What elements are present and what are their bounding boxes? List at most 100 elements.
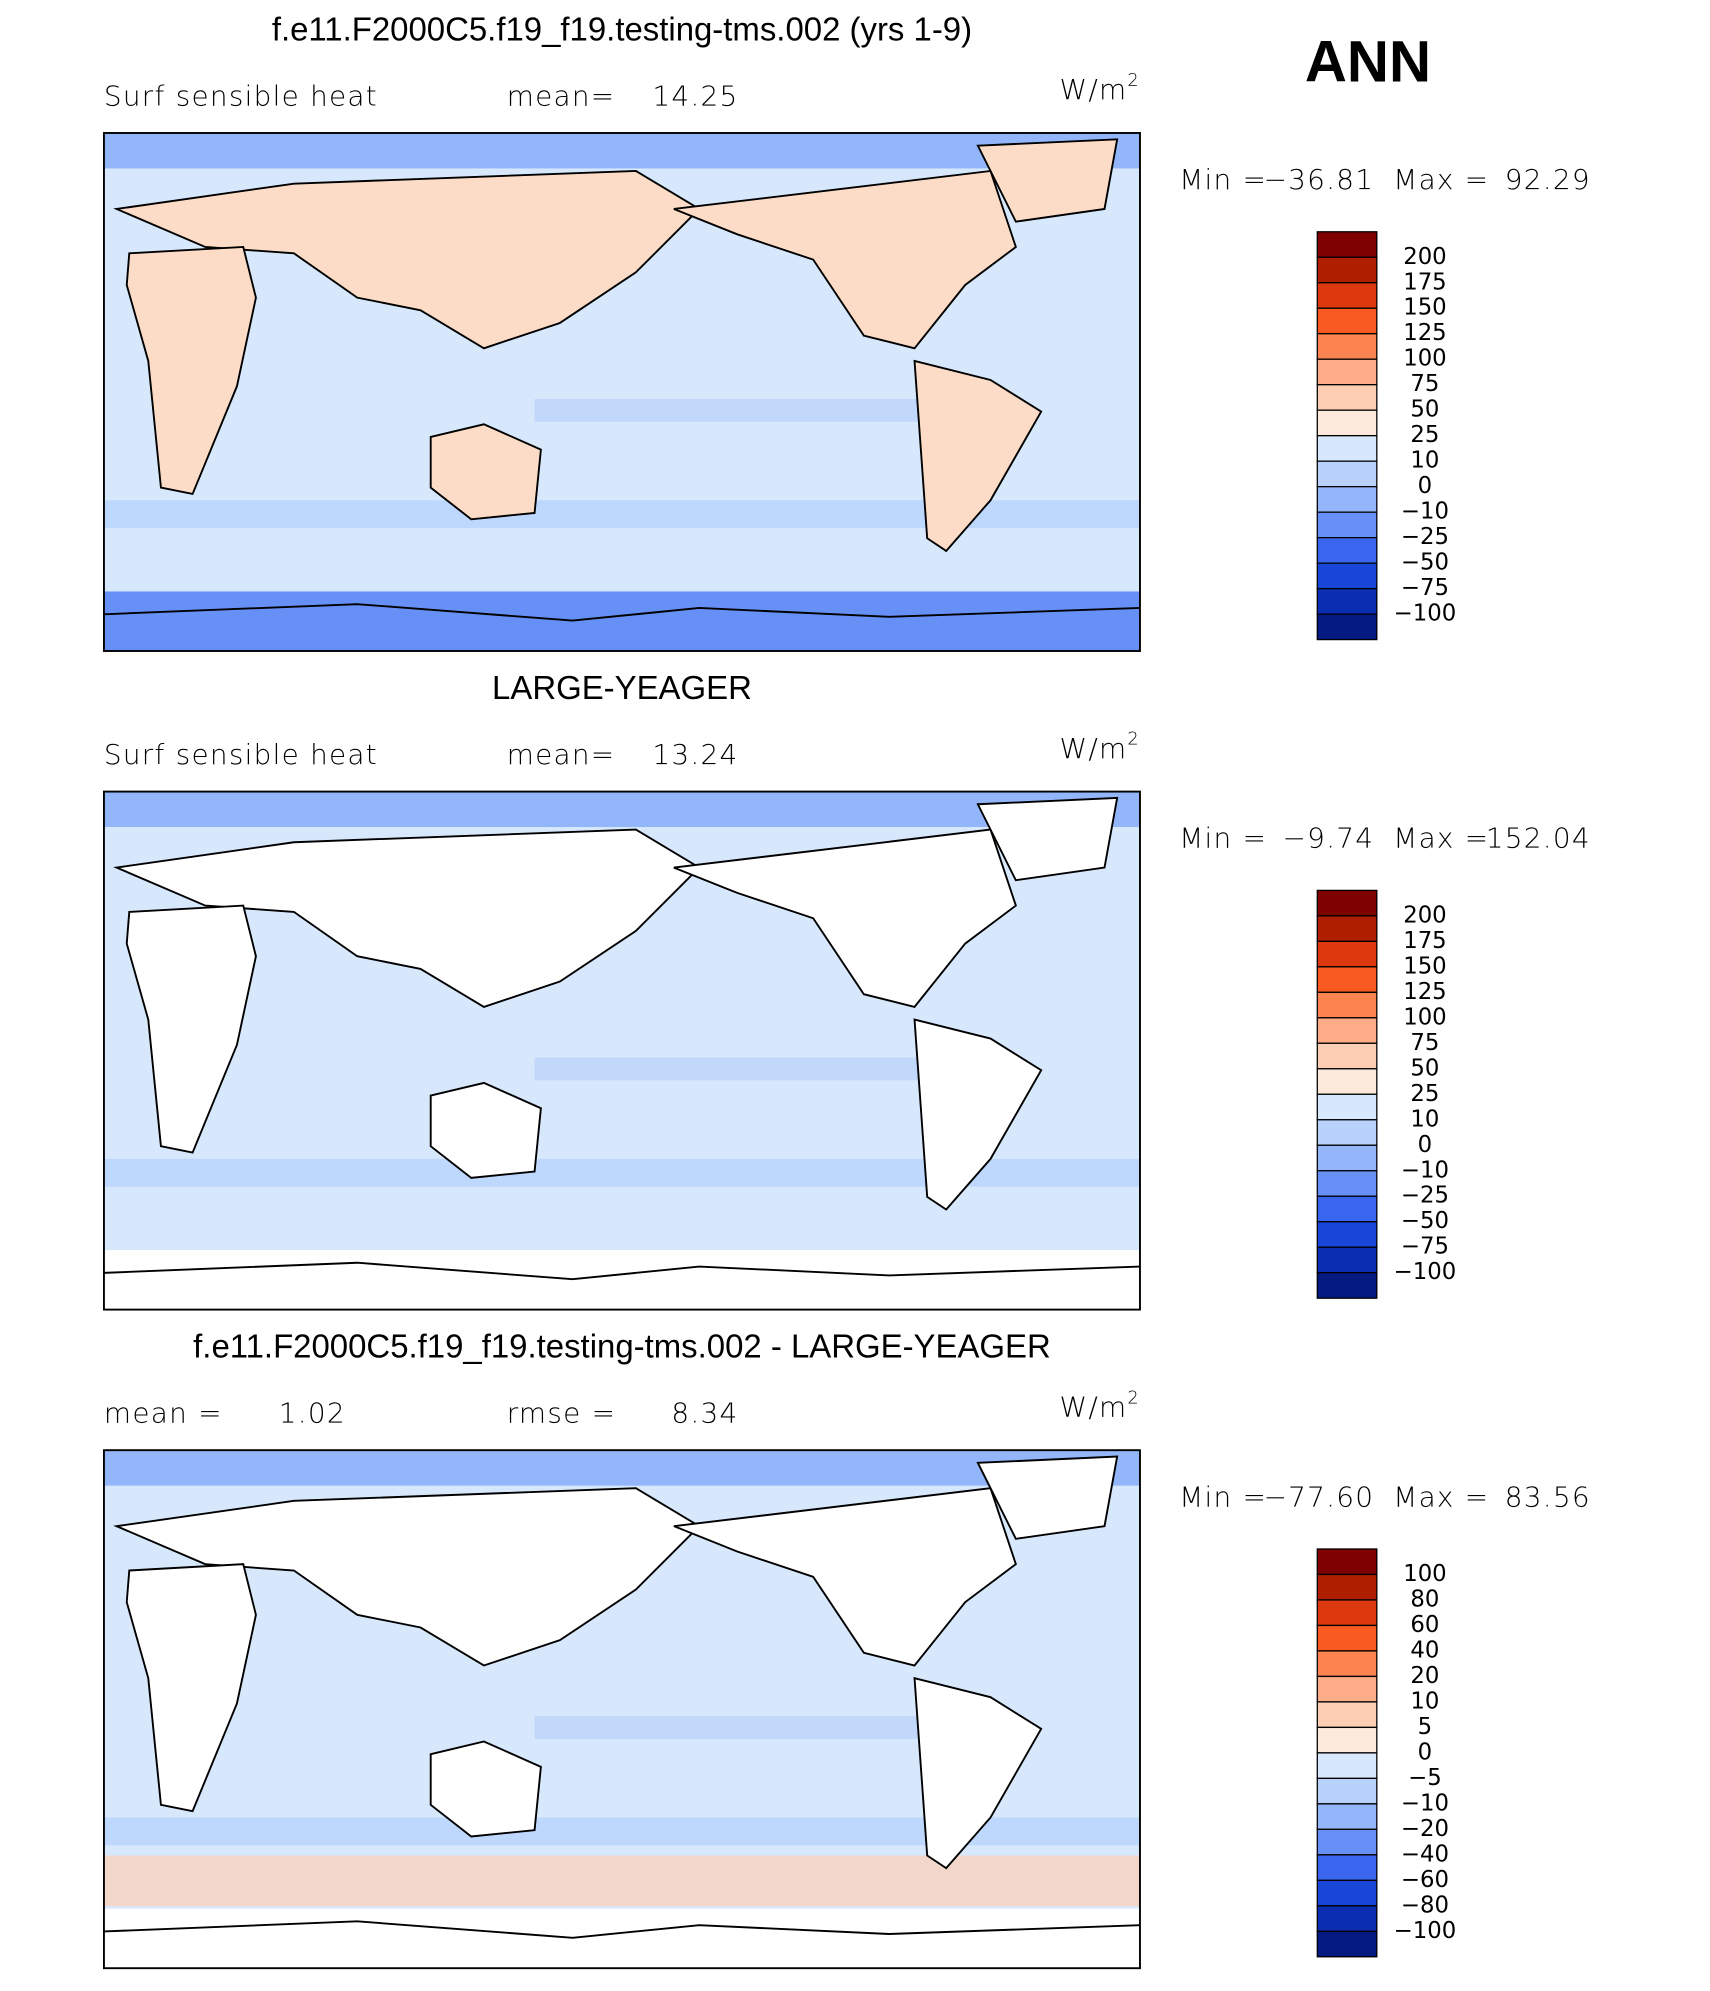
panel-title: f.e11.F2000C5.f19_f19.testing-tms.002 - …	[193, 1328, 1051, 1365]
colorbar-label: 150	[1403, 953, 1446, 979]
units-text: W/m	[1060, 73, 1128, 106]
colorbar-box	[1316, 1170, 1378, 1197]
continent	[913, 1676, 1043, 1870]
units-sup: 2	[1127, 71, 1140, 91]
annotation: 14.25	[652, 80, 738, 113]
colorbar-label: 20	[1410, 1663, 1439, 1689]
annotation: 8.34	[671, 1397, 738, 1430]
colorbar-box	[1316, 1701, 1378, 1729]
annotation: Surf sensible heat	[104, 738, 378, 771]
antarctic-coast	[103, 1261, 1141, 1281]
colorbar-label: 5	[1418, 1714, 1433, 1740]
colorbar-box	[1316, 1599, 1378, 1627]
colorbar-box	[1316, 1195, 1378, 1223]
antarctic-coast	[103, 603, 1141, 622]
tropic-band	[534, 398, 940, 422]
colorbar-label: 175	[1403, 928, 1446, 954]
continent	[429, 423, 542, 521]
antarctica	[103, 1908, 1140, 1969]
min-label: Min =	[1179, 163, 1267, 196]
max-value: 92.29	[1505, 163, 1591, 196]
units-sup: 2	[1127, 1388, 1140, 1408]
tropic-band	[534, 1057, 940, 1081]
colorbar-box	[1316, 460, 1378, 488]
colorbar-label: 125	[1403, 320, 1446, 346]
colorbar-label: 0	[1418, 473, 1433, 499]
min-value: −77.60	[1264, 1480, 1375, 1513]
colorbar-label: 100	[1403, 1004, 1446, 1030]
colorbar-label: 50	[1410, 1055, 1439, 1081]
colorbar-label: −40	[1401, 1841, 1449, 1867]
colorbar-box	[1316, 231, 1378, 258]
map-frame	[102, 790, 1141, 1311]
colorbar-box	[1316, 966, 1378, 993]
tropic-band	[534, 1716, 940, 1739]
colorbar-label: −10	[1401, 1790, 1449, 1816]
colorbar-label: −50	[1401, 1208, 1449, 1234]
colorbar-label: 10	[1410, 1106, 1439, 1132]
continent	[976, 138, 1119, 223]
max-value: 83.56	[1505, 1480, 1591, 1513]
colorbar-box	[1316, 1221, 1378, 1248]
colorbar-box	[1316, 435, 1378, 462]
colorbar-box	[1316, 1624, 1378, 1652]
min-label: Min =	[1179, 822, 1267, 855]
colorbar-label: 10	[1410, 448, 1439, 474]
arctic-band	[103, 1450, 1140, 1486]
colorbar-box	[1316, 1777, 1378, 1805]
continent	[976, 1455, 1119, 1540]
colorbar-box	[1316, 1119, 1378, 1146]
colorbar-box	[1316, 1068, 1378, 1095]
colorbar-label: −25	[1401, 1183, 1449, 1209]
max-label: Max =	[1393, 1480, 1489, 1513]
colorbar-label: −100	[1394, 601, 1457, 627]
season-title: ANN	[1305, 29, 1431, 94]
colorbar-label: −10	[1401, 1157, 1449, 1183]
continent	[113, 170, 701, 350]
colorbar-label: 150	[1403, 295, 1446, 321]
units-text: W/m	[1060, 732, 1128, 765]
units-text: W/m	[1060, 1390, 1128, 1423]
colorbar-label: −60	[1401, 1867, 1449, 1893]
colorbar-box	[1316, 587, 1378, 615]
colorbar-box	[1316, 1272, 1378, 1299]
colorbar-label: −75	[1401, 1234, 1449, 1260]
colorbar-label: 0	[1418, 1132, 1433, 1158]
colorbar-label: 75	[1410, 1030, 1439, 1056]
colorbar-box	[1316, 1752, 1378, 1780]
annotation: 13.24	[652, 738, 738, 771]
colorbar-box	[1316, 1879, 1378, 1907]
continent	[673, 169, 1017, 350]
colorbar-label: −100	[1394, 1918, 1457, 1944]
colorbar-label: −25	[1401, 524, 1449, 550]
continent	[913, 1018, 1043, 1211]
antarctic-coast	[103, 1920, 1141, 1939]
colorbar-label: 0	[1418, 1739, 1433, 1765]
continent	[113, 1487, 701, 1667]
antarctica	[103, 591, 1140, 652]
colorbar-box	[1316, 1803, 1378, 1830]
south-band	[103, 1855, 1140, 1907]
annotation: mean =	[104, 1397, 223, 1430]
colorbar-box	[1316, 537, 1378, 564]
colorbar-box	[1316, 486, 1378, 513]
colorbar-label: 200	[1403, 902, 1446, 928]
colorbar-label: 80	[1410, 1586, 1439, 1612]
colorbar-box	[1316, 1828, 1378, 1856]
colorbar-box	[1316, 409, 1378, 437]
map	[102, 790, 1141, 1311]
colorbar-box	[1316, 1017, 1378, 1044]
colorbar-box	[1316, 915, 1378, 942]
map	[102, 132, 1141, 652]
continent	[913, 359, 1043, 553]
annotation: 1.02	[279, 1397, 346, 1430]
max-label: Max =	[1393, 822, 1489, 855]
colorbar-box	[1316, 1246, 1378, 1274]
continent	[125, 245, 257, 496]
max-label: Max =	[1393, 163, 1489, 196]
colorbar-box	[1316, 1930, 1378, 1958]
colorbar-label: −80	[1401, 1892, 1449, 1918]
colorbar-box	[1316, 889, 1378, 917]
colorbar-box	[1316, 384, 1378, 411]
